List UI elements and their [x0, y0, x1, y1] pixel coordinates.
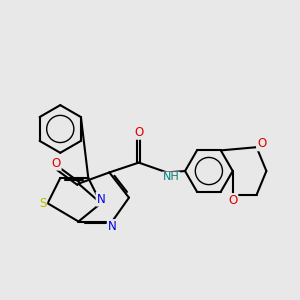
Text: O: O: [228, 194, 237, 207]
Text: S: S: [39, 197, 46, 210]
Text: O: O: [51, 157, 61, 170]
Text: O: O: [257, 137, 266, 150]
Text: N: N: [97, 193, 105, 206]
Text: NH: NH: [163, 172, 179, 182]
Text: N: N: [108, 220, 116, 233]
Text: O: O: [134, 126, 143, 139]
